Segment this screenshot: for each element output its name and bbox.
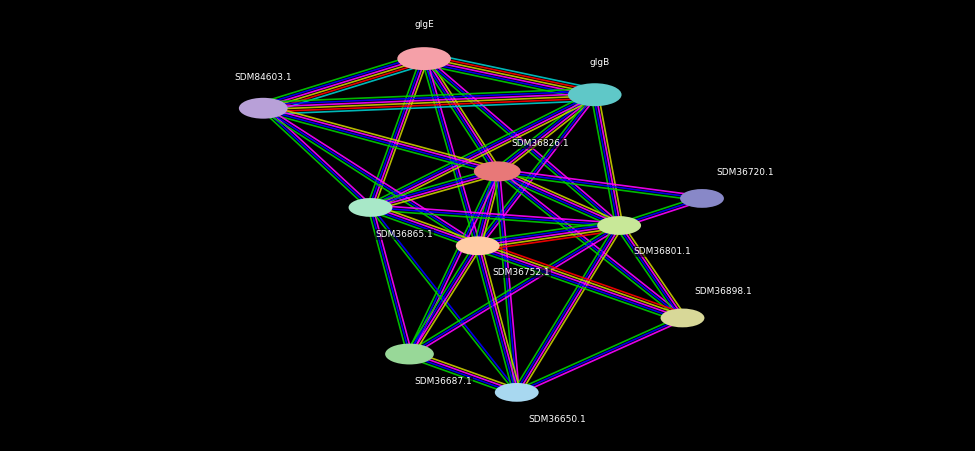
Ellipse shape (597, 216, 642, 235)
Text: SDM84603.1: SDM84603.1 (234, 73, 292, 82)
Text: glgB: glgB (590, 58, 609, 67)
Text: SDM36752.1: SDM36752.1 (492, 268, 550, 277)
Ellipse shape (385, 344, 434, 364)
Text: SDM36826.1: SDM36826.1 (512, 139, 569, 148)
Ellipse shape (681, 189, 723, 208)
Text: SDM36650.1: SDM36650.1 (528, 415, 586, 424)
Text: SDM36801.1: SDM36801.1 (634, 247, 691, 256)
Text: glgE: glgE (414, 20, 434, 29)
Ellipse shape (661, 308, 704, 327)
Text: SDM36720.1: SDM36720.1 (717, 168, 774, 177)
Ellipse shape (398, 47, 450, 70)
Text: SDM36687.1: SDM36687.1 (414, 377, 472, 387)
Text: SDM36898.1: SDM36898.1 (694, 287, 752, 296)
Ellipse shape (494, 383, 538, 402)
Ellipse shape (239, 98, 288, 119)
Ellipse shape (474, 161, 521, 181)
Text: SDM36865.1: SDM36865.1 (375, 230, 433, 239)
Ellipse shape (456, 236, 499, 255)
Ellipse shape (349, 198, 392, 217)
Ellipse shape (567, 83, 622, 106)
